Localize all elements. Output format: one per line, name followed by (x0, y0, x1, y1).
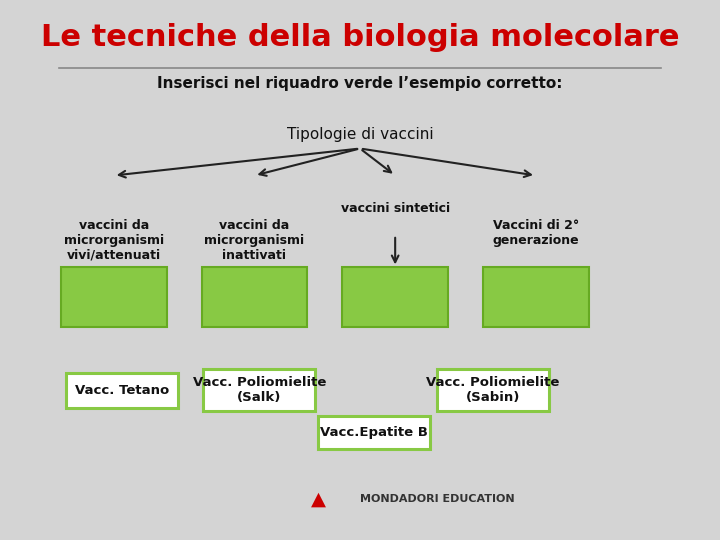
Text: ▲: ▲ (311, 490, 326, 509)
Bar (483, 267, 589, 327)
Bar (343, 267, 448, 327)
Bar (61, 267, 166, 327)
Text: vaccini sintetici: vaccini sintetici (341, 202, 450, 215)
Text: Le tecniche della biologia molecolare: Le tecniche della biologia molecolare (41, 23, 679, 52)
Bar (66, 373, 178, 408)
Text: Vacc. Tetano: Vacc. Tetano (75, 383, 169, 397)
Bar (437, 369, 549, 411)
Bar (202, 267, 307, 327)
Text: Tipologie di vaccini: Tipologie di vaccini (287, 127, 433, 143)
Text: Vaccini di 2°
generazione: Vaccini di 2° generazione (492, 219, 579, 247)
Bar (318, 416, 431, 449)
Text: Vacc. Poliomielite
(Sabin): Vacc. Poliomielite (Sabin) (426, 376, 559, 404)
Bar (203, 369, 315, 411)
Text: Vacc.Epatite B: Vacc.Epatite B (320, 426, 428, 439)
Text: vaccini da
microrganismi
vivi/attenuati: vaccini da microrganismi vivi/attenuati (64, 219, 164, 262)
Text: Vacc. Poliomielite
(Salk): Vacc. Poliomielite (Salk) (192, 376, 326, 404)
Text: vaccini da
microrganismi
inattivati: vaccini da microrganismi inattivati (204, 219, 305, 262)
Text: Inserisci nel riquadro verde l’esempio corretto:: Inserisci nel riquadro verde l’esempio c… (157, 76, 563, 91)
Text: MONDADORI EDUCATION: MONDADORI EDUCATION (360, 495, 515, 504)
